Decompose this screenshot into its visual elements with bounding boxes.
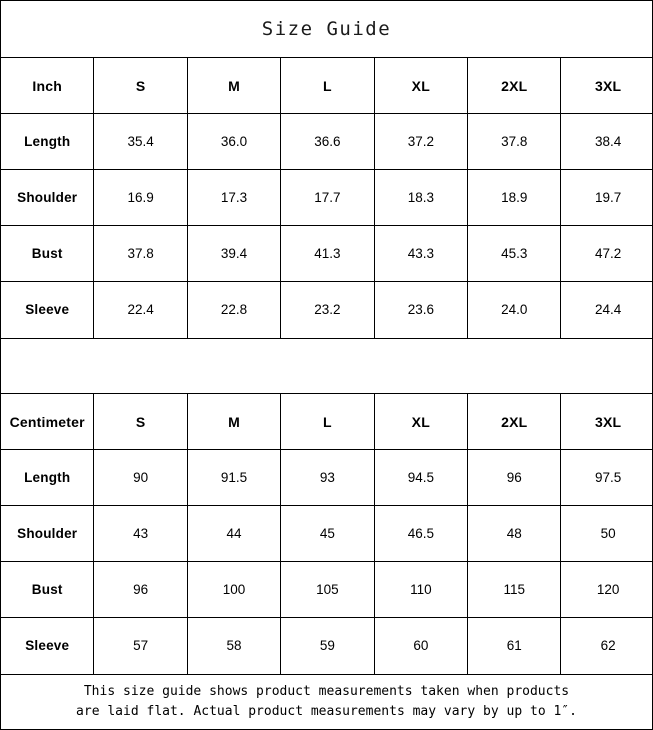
measurement-value-cell: 43 — [94, 506, 188, 561]
measurement-value-cell: 23.2 — [281, 282, 375, 338]
measurement-value-cell: 110 — [375, 562, 469, 617]
table-row: Shoulder 43 44 45 46.5 48 50 — [1, 506, 652, 562]
table-row: Sleeve 22.4 22.8 23.2 23.6 24.0 24.4 — [1, 282, 652, 338]
measurement-value-cell: 37.8 — [94, 226, 188, 281]
measurement-value-cell: 35.4 — [94, 114, 188, 169]
measurement-value-cell: 18.9 — [468, 170, 562, 225]
title-row: Size Guide — [1, 1, 652, 58]
size-header-cell: XL — [375, 394, 469, 449]
measurement-value-cell: 60 — [375, 618, 469, 674]
footnote-row: This size guide shows product measuremen… — [1, 674, 652, 729]
table-row: Length 35.4 36.0 36.6 37.2 37.8 38.4 — [1, 114, 652, 170]
measurement-value-cell: 46.5 — [375, 506, 469, 561]
measurement-value-cell: 38.4 — [595, 133, 622, 149]
measurement-label-cell: Length — [1, 450, 95, 505]
size-header-cell: 2XL — [468, 58, 562, 113]
size-header-cell: 3XL — [595, 77, 622, 94]
size-header-cell: L — [281, 58, 375, 113]
measurement-label-cell: Bust — [1, 562, 95, 617]
size-header-cell: M — [188, 394, 282, 449]
measurement-value-cell: 105 — [281, 562, 375, 617]
measurement-label-cell: Shoulder — [1, 170, 95, 225]
measurement-value-cell: 50 — [600, 525, 616, 541]
table-row: Bust 37.8 39.4 41.3 43.3 45.3 47.2 — [1, 226, 652, 282]
unit-header-cell: Centimeter — [1, 394, 95, 449]
page-title: Size Guide — [261, 18, 392, 40]
measurement-value-cell: 48 — [468, 506, 562, 561]
size-header-cell: S — [94, 58, 188, 113]
measurement-label-cell: Shoulder — [1, 506, 95, 561]
centimeter-table: Centimeter S M L XL 2XL 3XL Length 90 91.5 93 94.5 9… — [1, 394, 652, 674]
measurement-value-cell: 24.4 — [595, 302, 622, 318]
measurement-label-cell: Sleeve — [1, 618, 95, 674]
measurement-value-cell: 115 — [468, 562, 562, 617]
measurement-value-cell: 16.9 — [94, 170, 188, 225]
measurement-value-cell: 100 — [188, 562, 282, 617]
measurement-value-cell: 22.8 — [188, 282, 282, 338]
measurement-value-cell: 37.8 — [468, 114, 562, 169]
measurement-value-cell: 36.0 — [188, 114, 282, 169]
measurement-value-cell: 96 — [94, 562, 188, 617]
table-header-row: Inch S M L XL 2XL 3XL — [1, 58, 652, 114]
unit-header-cell: Inch — [1, 58, 95, 113]
measurement-value-cell: 59 — [281, 618, 375, 674]
measurement-value-cell: 91.5 — [188, 450, 282, 505]
measurement-value-cell: 96 — [468, 450, 562, 505]
measurement-value-cell: 17.3 — [188, 170, 282, 225]
table-row: Sleeve 57 58 59 60 61 62 — [1, 618, 652, 674]
table-spacer — [1, 338, 652, 394]
measurement-value-cell: 22.4 — [94, 282, 188, 338]
size-header-cell: 2XL — [468, 394, 562, 449]
size-header-cell: S — [94, 394, 188, 449]
measurement-label-cell: Length — [1, 114, 95, 169]
measurement-value-cell: 36.6 — [281, 114, 375, 169]
measurement-value-cell: 61 — [468, 618, 562, 674]
size-header-cell: M — [188, 58, 282, 113]
measurement-value-cell: 18.3 — [375, 170, 469, 225]
inch-table: Inch S M L XL 2XL 3XL Length 35.4 36.0 36.6 37.2 37.… — [1, 58, 652, 338]
measurement-value-cell: 44 — [188, 506, 282, 561]
measurement-value-cell: 19.7 — [595, 189, 622, 205]
table-header-row: Centimeter S M L XL 2XL 3XL — [1, 394, 652, 450]
measurement-value-cell: 47.2 — [595, 245, 622, 261]
measurement-label-cell: Sleeve — [1, 282, 95, 338]
measurement-value-cell: 93 — [281, 450, 375, 505]
measurement-value-cell: 24.0 — [468, 282, 562, 338]
measurement-value-cell: 41.3 — [281, 226, 375, 281]
measurement-value-cell: 37.2 — [375, 114, 469, 169]
measurement-value-cell: 45 — [281, 506, 375, 561]
measurement-value-cell: 43.3 — [375, 226, 469, 281]
measurement-value-cell: 58 — [188, 618, 282, 674]
size-header-cell: 3XL — [595, 413, 622, 430]
measurement-value-cell: 39.4 — [188, 226, 282, 281]
table-row: Bust 96 100 105 110 115 120 — [1, 562, 652, 618]
size-header-cell: L — [281, 394, 375, 449]
measurement-value-cell: 57 — [94, 618, 188, 674]
measurement-value-cell: 45.3 — [468, 226, 562, 281]
measurement-value-cell: 17.7 — [281, 170, 375, 225]
size-header-cell: XL — [375, 58, 469, 113]
measurement-value-cell: 94.5 — [375, 450, 469, 505]
measurement-value-cell: 62 — [600, 638, 616, 654]
measurement-label-cell: Bust — [1, 226, 95, 281]
measurement-value-cell: 90 — [94, 450, 188, 505]
table-row: Shoulder 16.9 17.3 17.7 18.3 18.9 19.7 — [1, 170, 652, 226]
footnote-text: This size guide shows product measuremen… — [76, 683, 577, 719]
table-row: Length 90 91.5 93 94.5 96 97.5 — [1, 450, 652, 506]
measurement-value-cell: 97.5 — [595, 469, 622, 485]
measurement-value-cell: 23.6 — [375, 282, 469, 338]
measurement-value-cell: 120 — [596, 581, 620, 597]
